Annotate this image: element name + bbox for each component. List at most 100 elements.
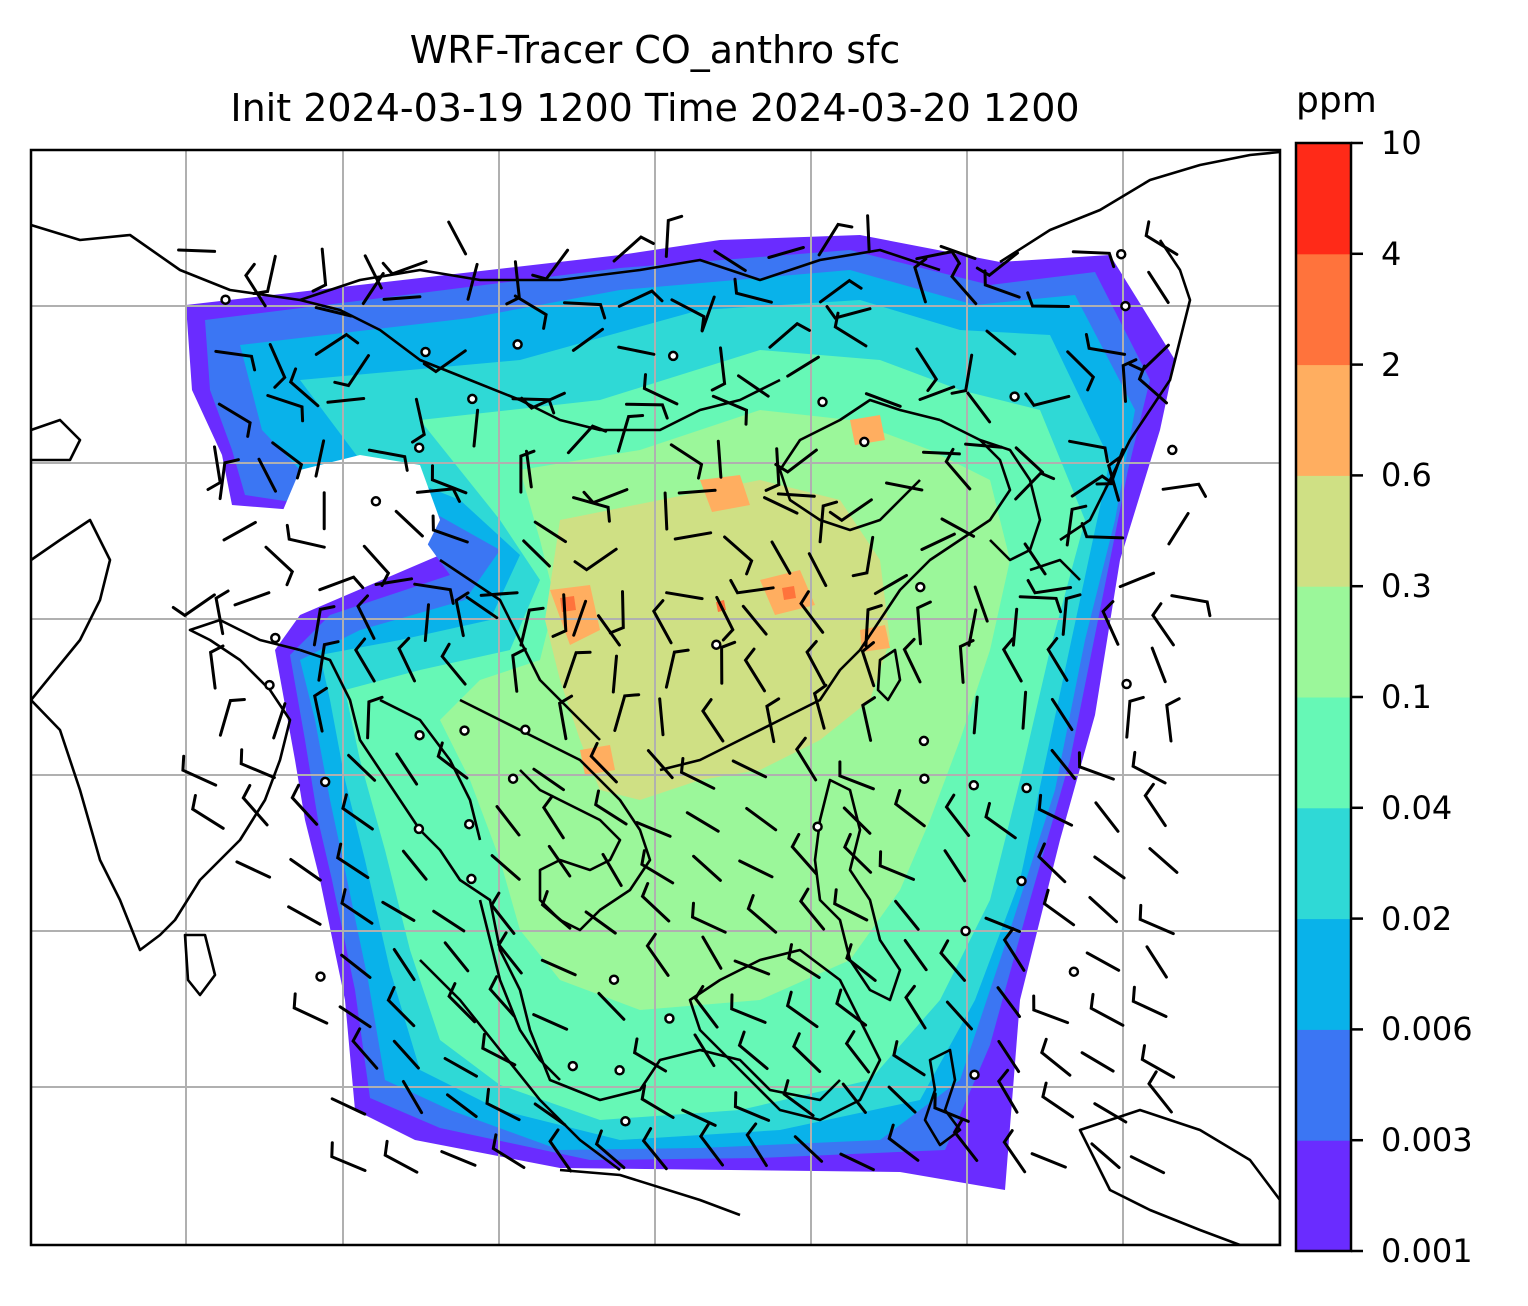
wind-barb [733, 277, 773, 304]
calm-marker [319, 776, 331, 788]
wind-barb [572, 496, 611, 523]
wind-barb [1118, 571, 1156, 589]
wind-barb [967, 608, 978, 647]
wind-barb [731, 759, 768, 779]
coast-sulawesi [923, 1048, 962, 1147]
wind-barb [423, 603, 430, 642]
wind-barb [563, 301, 607, 320]
wind-barb [341, 793, 374, 831]
wind-barb [663, 491, 669, 531]
colorbar-tick-label: 0.6 [1381, 456, 1432, 495]
wind-barb [1024, 392, 1071, 408]
wind-barb [422, 349, 467, 374]
wind-barb [353, 637, 376, 683]
calm-marker [608, 974, 620, 985]
calm-marker [567, 1060, 579, 1072]
wind-barb [1037, 842, 1067, 884]
wind-barb [651, 599, 673, 645]
wind-barb [491, 1133, 526, 1169]
wind-barb [790, 832, 818, 876]
wind-barb [640, 1083, 675, 1119]
wind-barb [984, 801, 1017, 840]
wind-barb [711, 394, 749, 426]
wind-barb [289, 858, 322, 882]
wind-barb [1129, 1155, 1166, 1175]
colorbar-bin [1296, 143, 1351, 255]
wind-barb [1014, 471, 1056, 501]
wind-barb [287, 905, 322, 926]
colorbar-bin [1296, 697, 1351, 809]
wind-barb [799, 590, 825, 634]
wind-barb [733, 959, 771, 976]
wind-barb [519, 449, 536, 494]
wind-barb [191, 794, 225, 830]
calm-wind-markers [220, 248, 1178, 1127]
wind-barb [1138, 903, 1175, 936]
wind-barb [1131, 985, 1168, 1018]
calm-marker [1167, 444, 1178, 456]
colorbar-tick-label: 0.001 [1381, 1232, 1473, 1270]
wind-barb [382, 295, 422, 301]
wind-barb [685, 811, 720, 833]
calm-marker [315, 971, 326, 982]
wind-barb [616, 414, 645, 453]
wind-barb [479, 591, 519, 597]
wind-barb [401, 1080, 424, 1115]
wind-barb [665, 591, 704, 601]
wind-barb [842, 806, 872, 835]
colorbar-bin [1296, 1029, 1351, 1141]
wind-barb [774, 448, 818, 474]
wind-barb [902, 637, 922, 684]
wind-barb [786, 355, 820, 378]
wind-barb [601, 852, 623, 887]
wind-barb [613, 693, 641, 732]
wind-barb [181, 754, 218, 787]
calm-marker [1115, 248, 1127, 260]
field-gap-east [1030, 830, 1180, 1150]
wind-barb [805, 640, 826, 686]
wind-barb [432, 909, 466, 933]
calm-marker [614, 1065, 625, 1076]
wind-barb [825, 305, 872, 320]
coast-malay [478, 899, 561, 1081]
wind-barb [488, 975, 516, 1018]
wind-barb [1145, 945, 1168, 979]
wind-barb [964, 442, 1003, 449]
calm-marker [918, 735, 930, 747]
wind-barb [730, 993, 767, 1024]
wind-barb [710, 346, 727, 392]
wind-barb [940, 517, 976, 538]
wind-barb [285, 523, 326, 549]
colorbar-tick-label: 0.02 [1381, 899, 1453, 938]
wind-barb [436, 741, 469, 780]
calm-marker [1121, 678, 1132, 690]
wind-barb [563, 650, 592, 689]
wind-barb [1026, 291, 1070, 308]
calm-marker [859, 436, 870, 448]
wind-barb [531, 248, 570, 281]
wind-barb [1147, 270, 1170, 304]
map-frame [29, 148, 1282, 1247]
wind-barb [770, 540, 792, 575]
wind-barb [589, 741, 618, 784]
wind-barb [1030, 1152, 1067, 1169]
wind-barb [572, 599, 588, 637]
wind-barb [330, 1097, 367, 1116]
wind-barb [617, 289, 664, 308]
wind-barb [767, 246, 805, 259]
wind-barb [916, 600, 932, 646]
wind-barb [597, 614, 621, 647]
calm-marker [919, 773, 930, 784]
wind-barb [658, 697, 665, 737]
wind-barb [1170, 594, 1212, 618]
wind-barb [326, 397, 366, 404]
wind-barb [447, 982, 477, 1024]
wind-barb [272, 702, 287, 740]
wind-barb [701, 698, 725, 743]
wind-barb [361, 272, 385, 305]
wind-barb [958, 639, 975, 684]
wind-barb [1050, 697, 1074, 732]
wind-barb [356, 594, 376, 640]
wind-barb [481, 1032, 517, 1067]
